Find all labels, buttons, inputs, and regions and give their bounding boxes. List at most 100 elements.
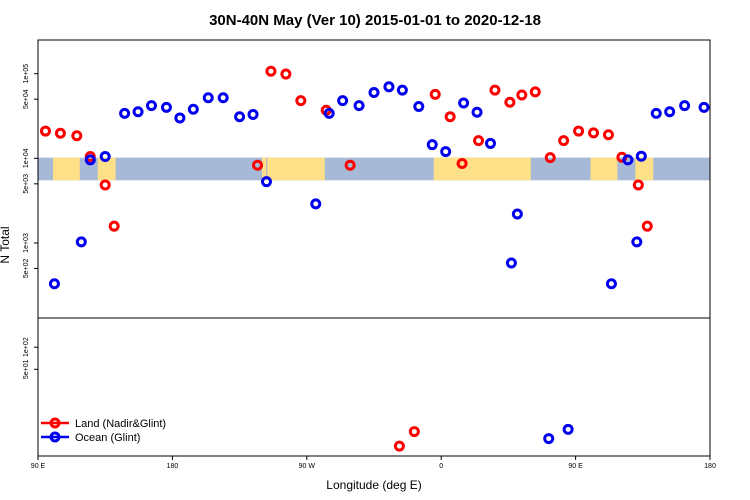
map-band-land [52, 157, 80, 181]
x-tick-label: 180 [704, 463, 716, 470]
y-tick-label: 5e+03 [23, 174, 30, 194]
land-point [39, 125, 51, 137]
y-axis-label: N Total [0, 226, 12, 263]
x-tick-label: 90 E [568, 463, 583, 470]
land-point [408, 426, 420, 438]
ocean-point [132, 106, 144, 118]
ocean-point [119, 107, 131, 119]
ocean-point [511, 208, 523, 220]
land-point [99, 179, 111, 191]
y-tick-label: 1e+05 [23, 64, 30, 84]
ocean-point [368, 86, 380, 98]
ocean-point [217, 92, 229, 104]
ocean-point [562, 423, 574, 435]
ocean-point [543, 433, 555, 445]
land-point [108, 220, 120, 232]
legend-ocean-marker [49, 431, 61, 443]
land-point [444, 111, 456, 123]
y-tick-label: 1e+02 [23, 337, 30, 357]
ocean-point [698, 101, 710, 113]
land-point [632, 179, 644, 191]
land-point [280, 68, 292, 80]
x-tick-label: 180 [167, 463, 179, 470]
y-tick-label: 5e+04 [23, 89, 30, 109]
x-axis: 90 E 180 90 W 0 90 E 180 [31, 456, 716, 470]
land-point [602, 129, 614, 141]
ocean-point [650, 107, 662, 119]
ocean-point [505, 257, 517, 269]
x-tick-label: 0 [439, 463, 443, 470]
chart-title: 30N-40N May (Ver 10) 2015-01-01 to 2020-… [209, 12, 541, 29]
ocean-point [635, 150, 647, 162]
ocean-point [631, 236, 643, 248]
land-point [489, 84, 501, 96]
map-band-land [267, 157, 325, 181]
ocean-point [310, 198, 322, 210]
land-point [429, 88, 441, 100]
ocean-point [622, 154, 634, 166]
ocean-point [202, 92, 214, 104]
map-band-ocean [38, 157, 710, 181]
ocean-point [145, 100, 157, 112]
land-point [71, 130, 83, 142]
land-point [344, 159, 356, 171]
ocean-point [99, 151, 111, 163]
ocean-point [247, 108, 259, 120]
ocean-point [605, 278, 617, 290]
land-point [54, 127, 66, 139]
ocean-point [187, 103, 199, 115]
map-band-land [262, 157, 267, 181]
ocean-point [84, 154, 96, 166]
ocean-point [471, 106, 483, 118]
land-point [504, 96, 516, 108]
legend-land-label: Land (Nadir&Glint) [75, 418, 166, 430]
legend-land-marker [49, 417, 61, 429]
x-tick-label: 90 E [31, 463, 46, 470]
land-point [529, 86, 541, 98]
ocean-point [440, 146, 452, 158]
map-band-land [97, 157, 116, 181]
legend: Land (Nadir&Glint) Ocean (Glint) [41, 417, 166, 444]
land-point [295, 95, 307, 107]
land-point [558, 135, 570, 147]
land-point [588, 127, 600, 139]
land-point [265, 65, 277, 77]
ocean-point [664, 106, 676, 118]
ocean-point [337, 95, 349, 107]
y-tick-label: 5e+02 [23, 259, 30, 279]
map-band-land [590, 157, 618, 181]
top-panel [38, 65, 710, 290]
y-tick-label: 1e+03 [23, 233, 30, 253]
map-band-land [635, 157, 654, 181]
ocean-point [260, 176, 272, 188]
x-axis-label: Longitude (deg E) [326, 478, 421, 492]
land-point [473, 135, 485, 147]
ocean-point [48, 278, 60, 290]
ocean-point [323, 107, 335, 119]
ocean-point [413, 100, 425, 112]
land-point [641, 220, 653, 232]
ocean-point [484, 137, 496, 149]
map-band-land [433, 157, 531, 181]
bottom-panel [393, 423, 574, 452]
ocean-point [75, 236, 87, 248]
ocean-point [383, 81, 395, 93]
x-tick-label: 90 W [299, 463, 316, 470]
land-point [393, 440, 405, 452]
bottom-panel-frame [37, 317, 711, 457]
ocean-point [174, 112, 186, 124]
ocean-point [160, 101, 172, 113]
ocean-point [353, 100, 365, 112]
legend-ocean-label: Ocean (Glint) [75, 432, 140, 444]
ocean-point [458, 97, 470, 109]
ocean-point [234, 111, 246, 123]
y-tick-label: 5e+01 [23, 359, 30, 379]
ocean-point [679, 100, 691, 112]
land-point [544, 152, 556, 164]
y-axis-bottom: 5e+01 1e+02 [23, 337, 38, 379]
y-tick-label: 1e+04 [23, 148, 30, 168]
land-point [516, 89, 528, 101]
land-point [456, 157, 468, 169]
ocean-point [426, 139, 438, 151]
